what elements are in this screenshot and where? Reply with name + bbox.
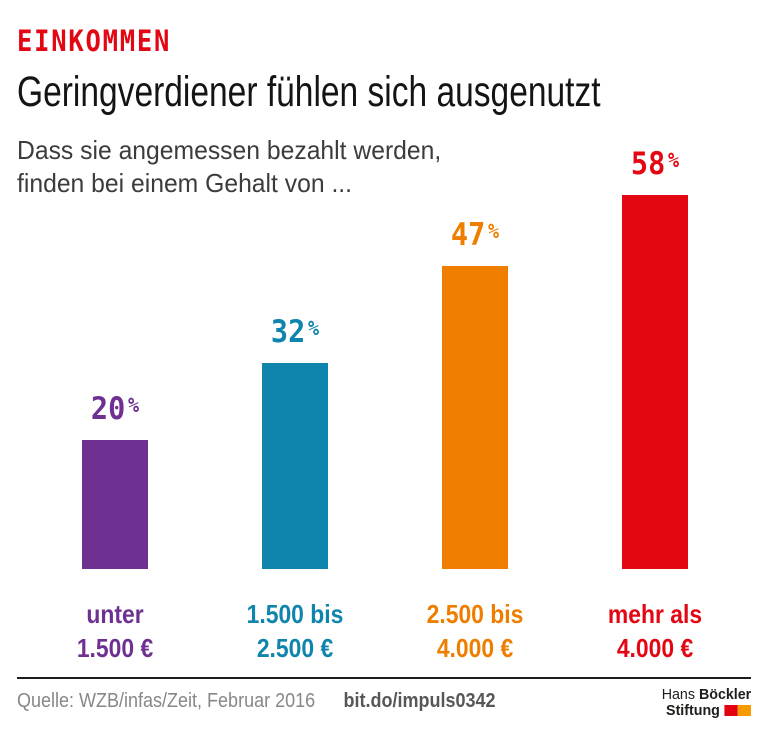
logo-color-blocks-icon xyxy=(724,704,751,720)
category-line: 1.500 bis xyxy=(246,599,344,629)
footer-text: Quelle: WZB/infas/Zeit, Februar 2016 bit… xyxy=(17,690,496,713)
category-label-3: 2.500 bis 4.000 € xyxy=(387,597,563,665)
bar-4 xyxy=(622,195,688,569)
page-title: Geringverdiener fühlen sich ausgenutzt xyxy=(17,68,601,116)
category-line: 4.000 € xyxy=(616,633,694,663)
percent-sign: % xyxy=(128,393,140,417)
category-line: 2.500 € xyxy=(256,633,334,663)
percent-sign: % xyxy=(668,148,680,172)
footer-divider xyxy=(17,677,751,679)
value-number: 32 xyxy=(270,314,306,350)
category-line: 2.500 bis xyxy=(426,599,524,629)
logo-line-1: Hans Böckler xyxy=(661,687,751,703)
logo-line-2: Stiftung xyxy=(661,703,751,720)
value-label-1: 20% xyxy=(41,390,188,425)
logo-boeckler: Böckler xyxy=(698,686,751,703)
value-number: 20 xyxy=(90,391,126,427)
category-line: 4.000 € xyxy=(436,633,514,663)
subtitle-line-2: finden bei einem Gehalt von ... xyxy=(17,168,353,198)
value-number: 47 xyxy=(450,217,486,253)
category-line: unter xyxy=(86,599,144,629)
percent-sign: % xyxy=(308,316,320,340)
subtitle-line-1: Dass sie angemessen bezahlt werden, xyxy=(17,135,442,165)
percent-sign: % xyxy=(488,219,500,243)
kicker: EINKOMMEN xyxy=(17,24,172,58)
logo-hans: Hans xyxy=(661,686,695,703)
value-number: 58 xyxy=(630,146,666,182)
shortlink: bit.do/impuls0342 xyxy=(343,690,496,712)
hans-boeckler-stiftung-logo: Hans Böckler Stiftung xyxy=(661,687,751,720)
value-label-3: 47% xyxy=(401,216,548,251)
category-label-4: mehr als 4.000 € xyxy=(567,597,743,665)
bar-3 xyxy=(442,266,508,569)
category-line: 1.500 € xyxy=(76,633,154,663)
chart-subtitle: Dass sie angemessen bezahlt werden, find… xyxy=(17,134,441,200)
source-credit: Quelle: WZB/infas/Zeit, Februar 2016 xyxy=(17,690,316,712)
category-line: mehr als xyxy=(607,599,703,629)
bar-1 xyxy=(82,440,148,569)
value-label-2: 32% xyxy=(221,313,368,348)
logo-stiftung: Stiftung xyxy=(665,702,720,719)
value-label-4: 58% xyxy=(581,145,728,180)
category-label-1: unter 1.500 € xyxy=(27,597,203,665)
bar-2 xyxy=(262,363,328,569)
category-label-2: 1.500 bis 2.500 € xyxy=(207,597,383,665)
